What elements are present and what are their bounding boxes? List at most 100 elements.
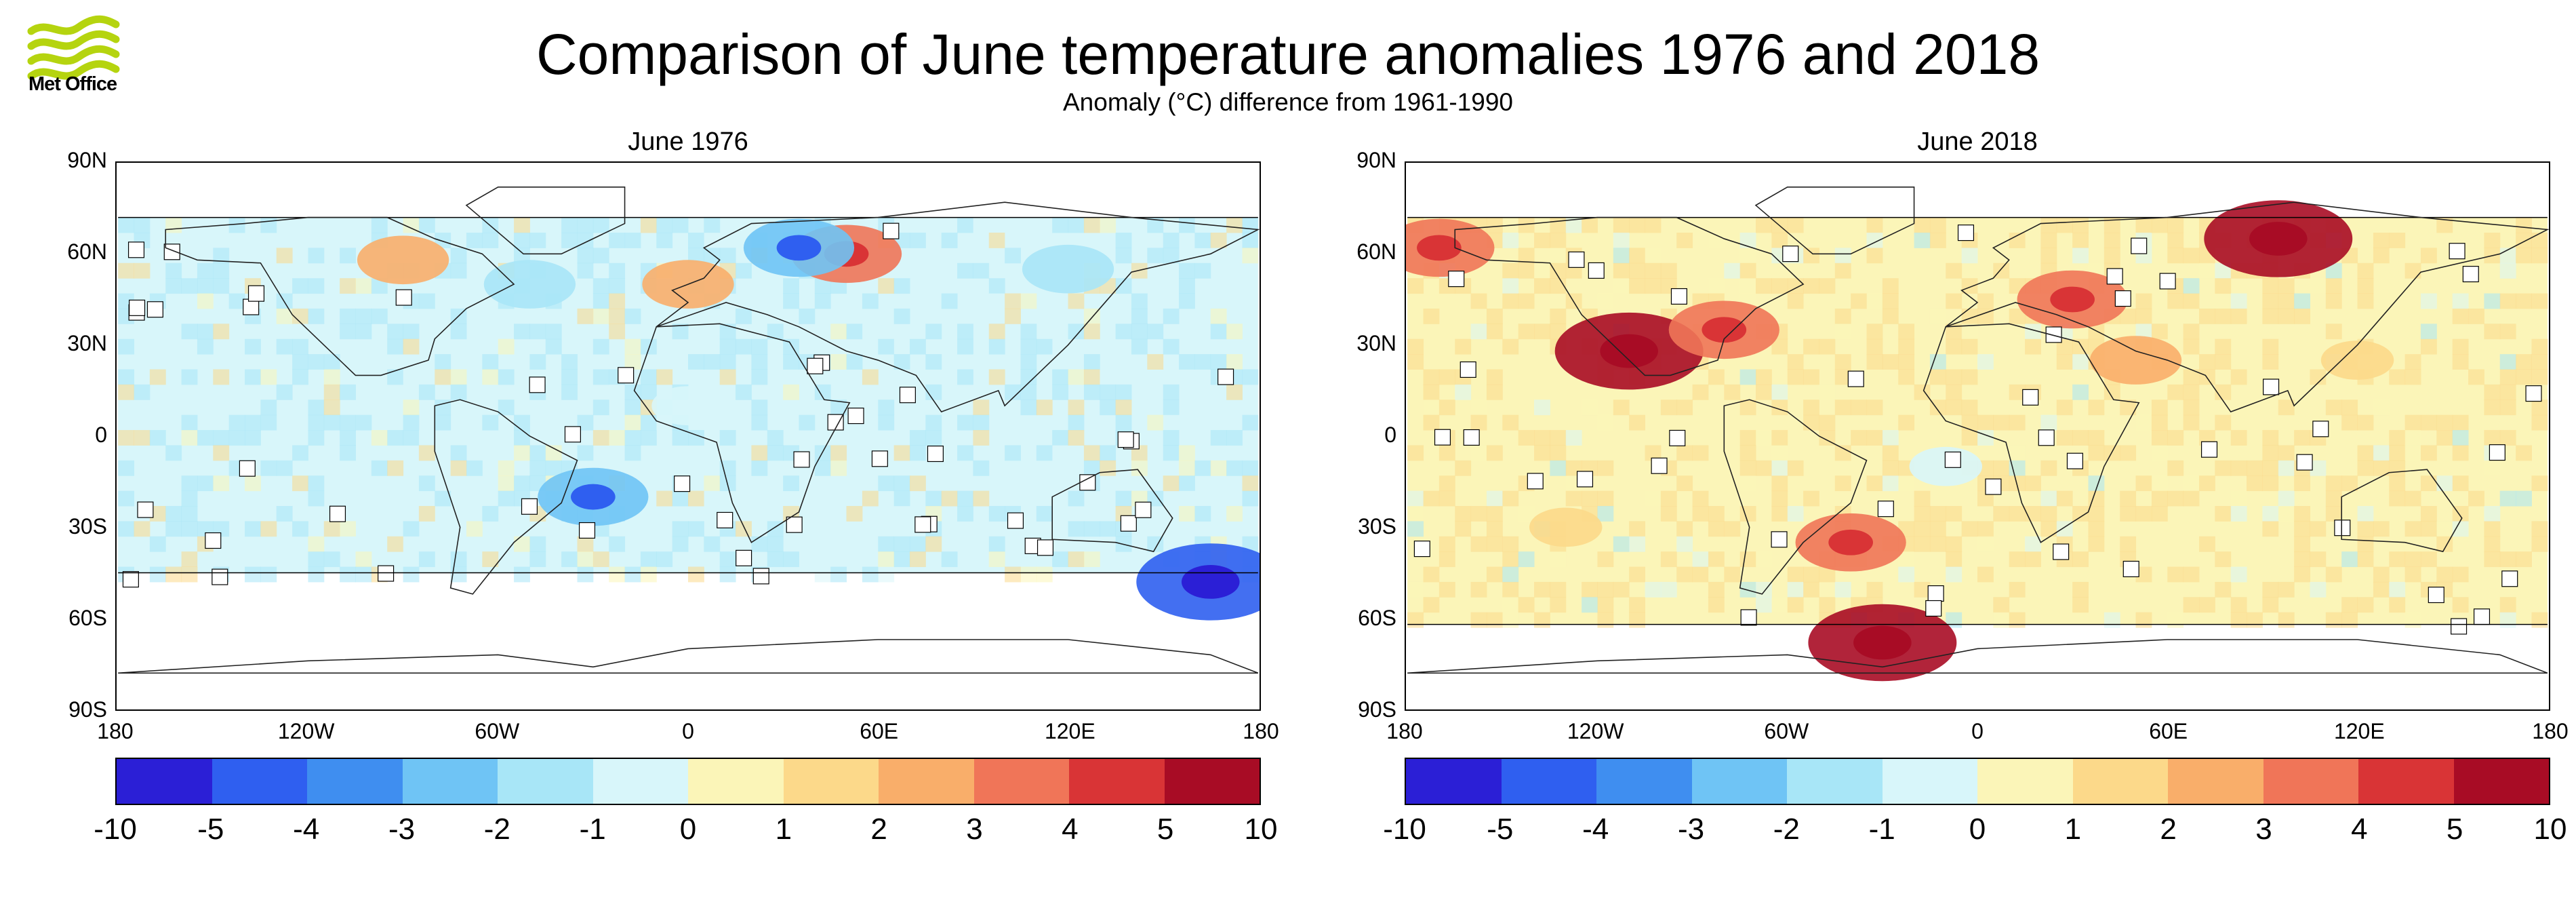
colorbar-tick-label: 2 (870, 813, 887, 846)
coastline (1407, 639, 2548, 674)
anomaly-cell (1068, 414, 1085, 431)
coastline (1754, 187, 1915, 255)
anomaly-cell (1724, 521, 1741, 537)
anomaly-cell (2531, 293, 2548, 309)
anomaly-cell (1423, 384, 1440, 400)
missing-data-box (1527, 473, 1544, 490)
anomaly-cell (245, 566, 261, 583)
anomaly-cell (1518, 597, 1535, 613)
anomaly-cell (925, 384, 942, 400)
anomaly-cell (1242, 475, 1259, 492)
missing-data-box (1413, 541, 1430, 558)
missing-data-box (2428, 587, 2444, 604)
anomaly-cell (1163, 430, 1180, 446)
missing-data-box (1944, 451, 1961, 468)
anomaly-cell (1834, 308, 1851, 324)
anomaly-cell (2516, 217, 2532, 233)
anomaly-cell (118, 430, 135, 446)
anomaly-cell (2120, 536, 2137, 552)
anomaly-cell (1645, 262, 1662, 279)
anomaly-cell (1946, 262, 1963, 279)
anomaly-cell (2404, 354, 2421, 370)
anomaly-cell (1407, 338, 1424, 355)
anomaly-cell (609, 324, 626, 340)
latitude-tick-label: 0 (1384, 423, 1396, 447)
anomaly-cell (1692, 566, 1709, 583)
anomaly-cell (181, 490, 198, 507)
anomaly-cell (2262, 430, 2279, 446)
anomaly-cell (1645, 445, 1662, 461)
anomaly-cell (1851, 399, 1868, 416)
colorbar-tick-label: 5 (1156, 813, 1174, 846)
anomaly-cell (245, 430, 261, 446)
anomaly-cell (514, 536, 530, 552)
anomaly-cell (1242, 414, 1259, 431)
anomaly-cell (736, 384, 752, 400)
anomaly-cell (1518, 324, 1535, 340)
anomaly-cell (340, 445, 357, 461)
anomaly-feature (483, 260, 576, 309)
anomaly-cell (2183, 475, 2200, 492)
anomaly-cell (1115, 324, 1132, 340)
anomaly-cell (973, 414, 990, 431)
anomaly-cell (1486, 612, 1503, 628)
anomaly-cell (1676, 399, 1693, 416)
anomaly-cell (165, 445, 182, 461)
anomaly-cell (624, 430, 641, 446)
anomaly-cell (355, 308, 372, 324)
anomaly-cell (719, 551, 736, 568)
anomaly-cell (514, 475, 530, 492)
anomaly-cell (909, 536, 926, 552)
anomaly-cell (1834, 324, 1851, 340)
anomaly-map-svg (118, 187, 1260, 674)
anomaly-cell (2215, 551, 2232, 568)
anomaly-cell (909, 232, 926, 248)
anomaly-cell (1771, 505, 1788, 522)
missing-data-box (1448, 271, 1465, 288)
anomaly-cell (1866, 293, 1883, 309)
anomaly-cell (561, 217, 578, 233)
anomaly-cell (197, 430, 214, 446)
anomaly-cell (1834, 369, 1851, 385)
anomaly-cell (1407, 278, 1424, 294)
anomaly-cell (893, 536, 910, 552)
anomaly-cell (1834, 262, 1851, 279)
anomaly-cell (2294, 566, 2310, 583)
anomaly-cell (2341, 414, 2358, 431)
anomaly-cell (340, 384, 357, 400)
logo-text: Met Office (28, 73, 117, 95)
anomaly-cell (1756, 217, 1772, 233)
anomaly-cell (1194, 308, 1211, 324)
anomaly-cell (435, 354, 451, 370)
anomaly-cell (2499, 612, 2516, 628)
anomaly-cell (688, 521, 704, 537)
latitude-tick-label: 90S (1358, 697, 1396, 722)
anomaly-cell (1470, 399, 1487, 416)
anomaly-cell (1242, 293, 1259, 309)
anomaly-cell (1882, 293, 1899, 309)
anomaly-cell (2420, 338, 2437, 355)
missing-data-box (807, 357, 824, 374)
anomaly-cell (1115, 232, 1132, 248)
anomaly-cell (1242, 248, 1259, 264)
anomaly-cell (2325, 490, 2342, 507)
anomaly-cell (1194, 354, 1211, 370)
anomaly-cell (1946, 369, 1963, 385)
anomaly-cell (1629, 248, 1646, 264)
missing-data-box (1782, 246, 1799, 262)
anomaly-cell (1613, 278, 1630, 294)
latitude-tick-label: 90N (1356, 148, 1396, 172)
anomaly-cell (1518, 262, 1535, 279)
colorbar-tick-label: -10 (1383, 813, 1426, 846)
anomaly-cell (2135, 324, 2152, 340)
anomaly-cell (2135, 566, 2152, 583)
anomaly-cell (1005, 414, 1021, 431)
anomaly-cell (2341, 399, 2358, 416)
colorbar-segment (1164, 759, 1260, 804)
anomaly-cell (2389, 551, 2406, 568)
anomaly-cell (197, 324, 214, 340)
anomaly-cell (2294, 505, 2310, 522)
anomaly-cell (418, 505, 435, 522)
anomaly-cell (2325, 278, 2342, 294)
missing-data-box (2038, 429, 2055, 446)
